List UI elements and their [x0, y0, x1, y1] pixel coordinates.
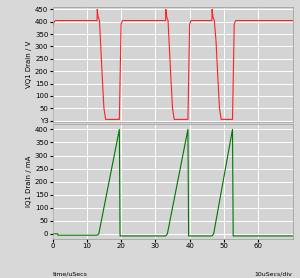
Text: time/uSecs: time/uSecs [52, 272, 87, 277]
Y-axis label: IQ1 Drain / mA: IQ1 Drain / mA [26, 156, 32, 207]
Text: 10uSecs/div: 10uSecs/div [255, 272, 292, 277]
Y-axis label: VQ1 Drain / V: VQ1 Drain / V [26, 41, 32, 88]
